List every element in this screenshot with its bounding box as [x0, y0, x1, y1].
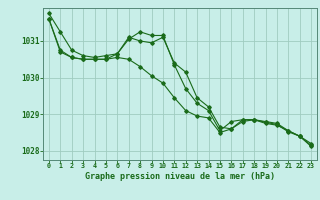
X-axis label: Graphe pression niveau de la mer (hPa): Graphe pression niveau de la mer (hPa)	[85, 172, 275, 181]
